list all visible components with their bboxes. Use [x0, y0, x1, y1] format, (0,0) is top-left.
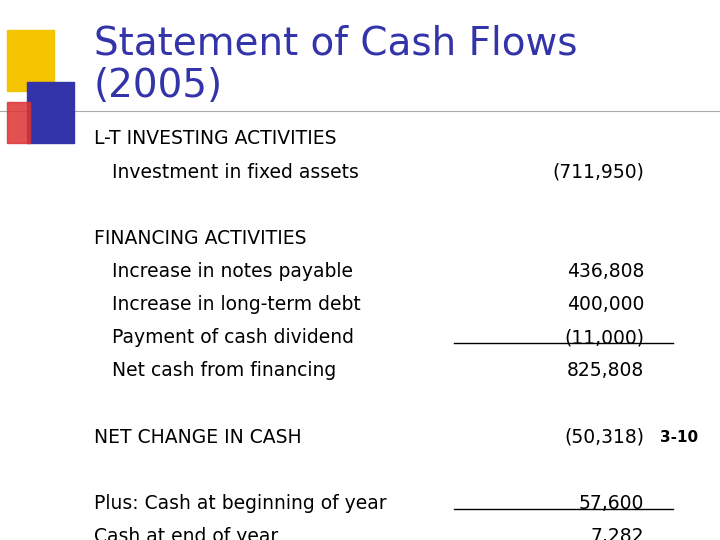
Text: (711,950): (711,950): [552, 163, 644, 181]
Text: Net cash from financing: Net cash from financing: [94, 361, 336, 380]
Text: Payment of cash dividend: Payment of cash dividend: [94, 328, 354, 347]
Text: Increase in long-term debt: Increase in long-term debt: [94, 295, 360, 314]
Text: Plus: Cash at beginning of year: Plus: Cash at beginning of year: [94, 494, 386, 513]
Text: Statement of Cash Flows
(2005): Statement of Cash Flows (2005): [94, 25, 577, 105]
Text: Cash at end of year: Cash at end of year: [94, 527, 278, 540]
Text: NET CHANGE IN CASH: NET CHANGE IN CASH: [94, 428, 301, 447]
Text: 825,808: 825,808: [567, 361, 644, 380]
Text: (50,318): (50,318): [564, 428, 644, 447]
Text: Increase in notes payable: Increase in notes payable: [94, 262, 353, 281]
Text: 3-10: 3-10: [660, 430, 698, 445]
Bar: [7, 102, 30, 143]
Text: (11,000): (11,000): [564, 328, 644, 347]
Text: 7,282: 7,282: [591, 527, 644, 540]
Text: Investment in fixed assets: Investment in fixed assets: [94, 163, 359, 181]
Text: 436,808: 436,808: [567, 262, 644, 281]
Text: FINANCING ACTIVITIES: FINANCING ACTIVITIES: [94, 229, 306, 248]
Text: 57,600: 57,600: [579, 494, 644, 513]
Bar: [7, 30, 54, 91]
Bar: [27, 82, 74, 143]
Text: L-T INVESTING ACTIVITIES: L-T INVESTING ACTIVITIES: [94, 130, 336, 148]
Text: 400,000: 400,000: [567, 295, 644, 314]
